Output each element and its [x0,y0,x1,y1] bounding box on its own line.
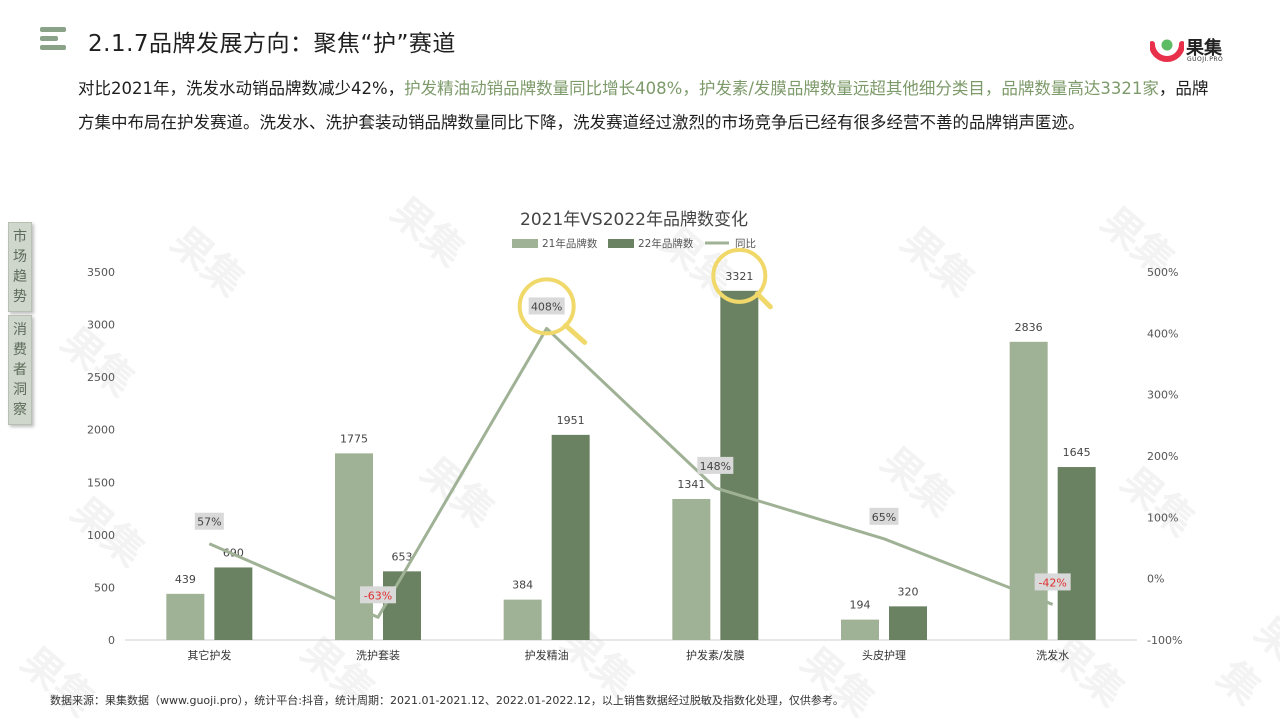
x-tick-label: 头皮护理 [862,648,906,662]
legend-label: 21年品牌数 [542,237,598,250]
bar-22-label: 320 [898,585,919,598]
legend-swatch-2 [608,239,634,248]
y-tick-label: 2500 [87,371,115,384]
x-tick-label: 护发精油 [525,648,569,662]
yoy-label: 408% [531,300,562,313]
y2-tick-label: -100% [1147,634,1182,647]
page-title: 2.1.7品牌发展方向：聚焦“护”赛道 [88,31,456,57]
magnifier-handle [563,322,588,345]
summary-highlight: 护发精油动销品牌数量同比增长408%，护发素/发膜品牌数量远超其他细分类目，品牌… [404,79,1159,98]
bar-22 [1057,467,1096,640]
bar-21-label: 194 [850,599,871,612]
bar-22-label: 1645 [1063,446,1091,459]
logo-text: 果集 [1186,38,1222,59]
yoy-label-bg [528,297,565,315]
y-tick-label: 1000 [87,529,115,542]
y2-tick-label: 0% [1147,573,1164,586]
yoy-label: 65% [872,511,896,524]
bar-22 [551,434,590,640]
logo-icon [1150,39,1184,62]
bar-21 [166,593,205,640]
menu-icon[interactable] [40,27,68,51]
brand-logo: 果集 GUOJI.PRO [1150,34,1230,70]
side-tab-market-trend[interactable]: 市场趋势 [8,222,32,312]
legend-swatch-1 [512,239,538,248]
logo-subtext: GUOJI.PRO [1187,56,1224,63]
bar-22 [383,571,421,640]
bar-21-label: 384 [512,579,533,592]
bar-22-label: 1951 [557,414,585,427]
magnifier-handle [754,291,773,310]
bar-21 [672,499,711,640]
bar-22-label: 653 [392,550,413,563]
brand-count-chart: 2021年VS2022年品牌数变化 21年品牌数 22年品牌数 同比 0 500 1000 1… [87,210,1182,662]
summary-part1: 对比2021年，洗发水动销品牌数减少42%， [78,79,405,98]
bar-21-label: 1775 [340,432,368,445]
x-tick-label: 洗护套装 [356,648,400,662]
y2-tick-label: 100% [1147,511,1178,524]
magnifier-circle [517,277,576,336]
bar-22-label: 3321 [725,270,753,283]
chart-title: 2021年VS2022年品牌数变化 [520,210,748,230]
bar-21 [503,599,542,640]
x-tick-label: 护发素/发膜 [686,648,745,662]
y-tick-label: 0 [108,634,115,647]
summary-text: 对比2021年，洗发水动销品牌数减少42%，护发精油动销品牌数量同比增长408%… [78,72,1213,140]
bar-21 [841,619,879,640]
yoy-label: 57% [197,516,221,529]
x-tick-label: 其它护发 [187,648,231,662]
bar-21 [335,453,373,640]
bar-21-label: 1341 [677,478,705,491]
yoy-label-bg [697,456,734,474]
yoy-label: 148% [700,460,731,473]
y-tick-label: 1500 [87,476,115,489]
yoy-label-bg [869,507,899,525]
bar-21-label: 2836 [1015,321,1043,334]
summary-part3: ，品牌方集中布局在护发赛道。洗发水、洗护套装动销品牌数量同比下降，洗发赛道经过激… [78,79,1209,132]
yoy-label-bg [1034,573,1071,591]
bar-22 [889,606,927,640]
yoy-label-bg [194,512,224,530]
yoy-label-bg [360,586,396,604]
y-tick-label: 2000 [87,424,115,437]
bar-22 [214,567,253,640]
y-tick-label: 500 [94,581,115,594]
yoy-label: -63% [364,589,392,602]
yoy-label: -42% [1038,576,1066,589]
y-tick-label: 3000 [87,319,115,332]
y2-tick-label: 400% [1147,327,1178,340]
magnifier-circle [711,247,768,304]
y2-tick-label: 500% [1147,266,1178,279]
data-source-note: 数据来源：果集数据（www.guoji.pro），统计平台:抖音，统计周期：20… [50,694,844,707]
legend-label: 同比 [735,237,756,250]
bar-21-label: 439 [175,573,196,586]
side-tab-consumer-insight[interactable]: 消费者洞察 [8,315,32,425]
y2-tick-label: 200% [1147,450,1178,463]
y2-tick-label: 300% [1147,389,1178,402]
x-tick-label: 洗发水 [1036,648,1069,662]
y-tick-label: 3500 [87,266,115,279]
legend-label: 22年品牌数 [638,237,694,250]
yoy-line [208,326,1054,619]
